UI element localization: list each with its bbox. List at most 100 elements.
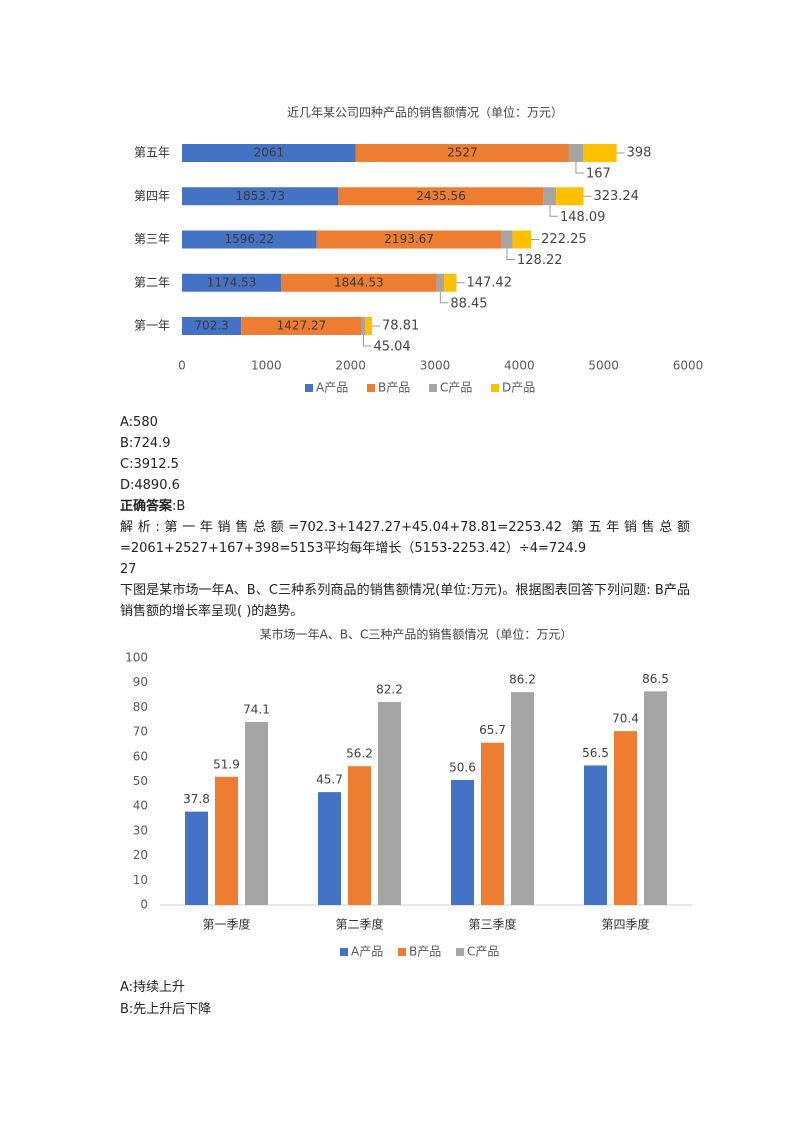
data-label: 86.5 [642,672,669,686]
bar [378,701,401,905]
y-tick-label: 80 [133,700,148,714]
option: A:580 [120,415,158,430]
chart-title: 某市场一年A、B、C三种产品的销售额情况（单位：万元） [260,627,573,642]
bar [501,230,513,249]
legend-label: C产品 [467,945,499,959]
bar [318,792,341,905]
legend-swatch [305,384,313,392]
data-label: 56.2 [346,747,373,761]
leader-line [362,335,372,347]
legend-swatch [429,384,437,392]
explanation: 解析:第一年销售总额=702.3+1427.27+45.04+78.81=225… [120,520,690,556]
data-label: 2527 [447,146,478,160]
bar [543,187,557,206]
data-label: 1844.53 [334,275,384,289]
data-label: 323.24 [593,189,639,204]
answer-line: 正确答案:B [120,496,185,517]
data-label: 78.81 [382,319,419,334]
y-tick-label: 70 [133,725,148,739]
data-label: 147.42 [466,275,512,290]
x-tick-label: 第三季度 [468,917,516,932]
data-label: 1427.27 [277,319,327,333]
bar [444,273,457,292]
x-tick-label: 5000 [588,359,619,373]
data-label: 2435.56 [416,189,466,203]
legend-label: A产品 [351,945,383,959]
bar [182,230,317,249]
data-label: 45.7 [316,773,343,787]
data-label: 128.22 [517,253,563,268]
x-tick-label: 0 [178,359,186,373]
bar [583,144,617,162]
bar [355,144,569,162]
answer: :B [172,499,186,514]
legend-swatch [456,948,464,956]
bar [348,766,371,905]
data-label: 74.1 [243,702,270,716]
data-label: 398 [627,146,652,161]
option: D:4890.6 [120,478,180,493]
question-option: A:持续上升 [120,980,186,995]
data-label: 56.5 [582,746,609,760]
x-tick-label: 2000 [335,359,366,373]
legend-label: C产品 [440,381,472,395]
y-tick-label: 第三年 [134,232,170,246]
bar [245,721,268,905]
data-label: 37.8 [183,792,210,806]
question: 下图是某市场一年A、B、C三种系列商品的销售额情况(单位:万元)。根据图表回答下… [120,583,690,619]
y-tick-label: 60 [133,749,148,763]
option: B:724.9 [120,436,171,451]
bar [185,811,208,905]
bar [556,187,584,206]
legend-label: B产品 [409,945,441,959]
leader-line [506,248,516,260]
x-tick-label: 3000 [420,359,451,373]
x-tick-label: 1000 [251,359,282,373]
y-tick-label: 第二年 [134,275,170,289]
bar [182,317,242,335]
bar [241,317,362,335]
data-label: 88.45 [450,296,487,311]
y-tick-label: 10 [133,873,148,887]
legend-swatch [340,948,348,956]
bar [316,230,502,249]
legend-swatch [491,384,499,392]
bar [512,230,532,249]
x-tick-label: 4000 [504,359,535,373]
x-tick-label: 第四季度 [601,917,649,932]
x-tick-label: 6000 [673,359,704,373]
data-label: 2061 [254,146,285,160]
question-number: 27 [120,562,137,577]
y-tick-label: 90 [133,675,148,689]
y-tick-label: 第四年 [134,189,170,203]
x-tick-label: 第一季度 [202,917,250,932]
y-tick-label: 0 [140,898,148,912]
legend-label: A产品 [316,381,348,395]
question-option: B:先上升后下降 [120,1002,212,1017]
x-tick-label: 第二季度 [335,917,383,932]
data-label: 50.6 [449,761,476,775]
bar [365,317,373,335]
bar [584,765,607,905]
bar [511,692,534,905]
data-label: 1596.22 [224,232,274,246]
leader-line [439,291,449,304]
bar [451,780,474,905]
leader-line [575,162,584,174]
data-label: 70.4 [612,712,639,726]
y-tick-label: 40 [133,799,148,813]
bar [182,273,282,292]
bar [215,776,238,905]
data-label: 65.7 [479,723,506,737]
y-tick-label: 第五年 [134,146,170,160]
bar [614,731,637,905]
chart-title: 近几年某公司四种产品的销售额情况（单位：万元） [287,105,563,120]
bar [644,691,667,905]
y-tick-label: 第一年 [134,319,170,333]
bar [481,742,504,905]
answer-label: 正确答案 [120,499,173,514]
bar [182,144,356,162]
legend-label: B产品 [378,381,410,395]
